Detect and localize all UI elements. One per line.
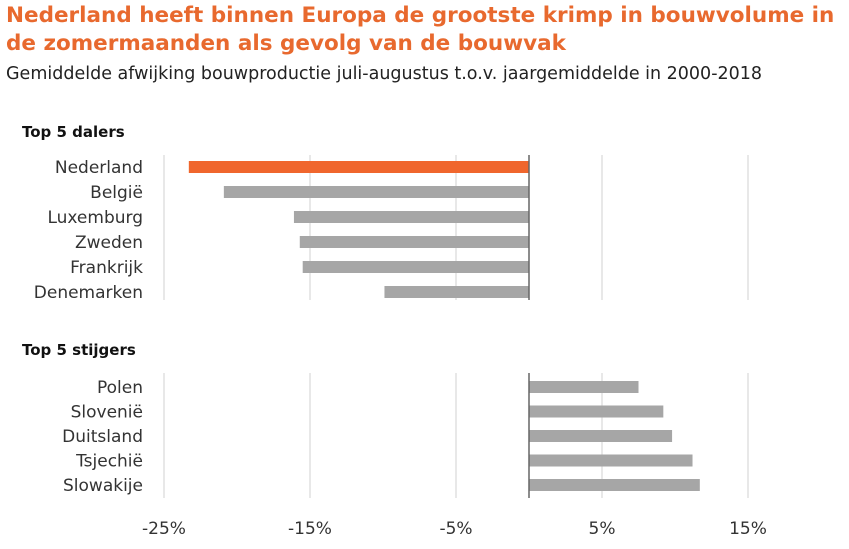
category-label: Slowakije xyxy=(63,476,143,496)
x-tick-label: -25% xyxy=(142,519,186,539)
bar-slovenië xyxy=(529,405,664,418)
bar-zweden xyxy=(299,236,529,248)
bar-denemarken xyxy=(384,286,529,298)
category-label: Tsjechië xyxy=(75,452,143,472)
category-label: Nederland xyxy=(55,158,143,178)
section-title: Top 5 stijgers xyxy=(22,341,136,359)
x-tick-label: -15% xyxy=(288,519,332,539)
chart-title: Nederland heeft binnen Europa de grootst… xyxy=(6,3,835,56)
category-label: Duitsland xyxy=(62,427,143,447)
category-label: Luxemburg xyxy=(47,208,143,228)
bar-frankrijk xyxy=(302,261,529,273)
bar-nederland xyxy=(188,161,529,173)
bar-belgië xyxy=(223,186,530,198)
category-label: Denemarken xyxy=(34,283,143,303)
category-label: Slovenië xyxy=(71,403,143,423)
x-tick-label: 5% xyxy=(589,519,616,539)
section-title: Top 5 dalers xyxy=(22,123,125,141)
x-tick-label: -5% xyxy=(439,519,472,539)
category-label: Polen xyxy=(97,378,143,398)
chart-subtitle: Gemiddelde afwijking bouwproductie juli-… xyxy=(6,64,763,84)
category-label: Frankrijk xyxy=(70,258,143,278)
category-label: Zweden xyxy=(75,233,143,253)
bar-tsjechië xyxy=(529,454,693,467)
x-tick-label: 15% xyxy=(729,519,767,539)
category-label: België xyxy=(90,183,143,203)
bar-luxemburg xyxy=(293,211,529,223)
bar-slowakije xyxy=(529,479,700,491)
bar-polen xyxy=(529,381,639,393)
bar-duitsland xyxy=(529,430,673,442)
